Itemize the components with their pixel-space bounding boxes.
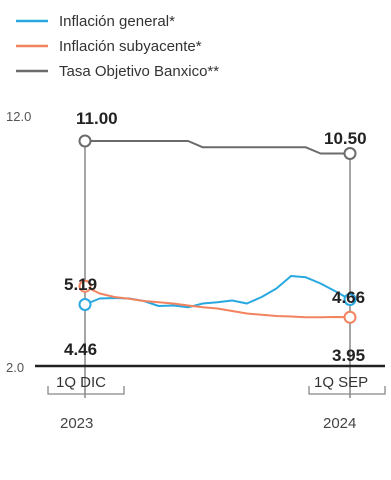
marker-general-end <box>343 293 357 306</box>
legend-item-general: Inflación general* <box>16 13 175 30</box>
series-line-banxico <box>85 140 350 155</box>
y-tick-bottom: 2.0 <box>6 360 24 375</box>
label-banxico-end: 10.50 <box>324 129 367 148</box>
legend-label-general: Inflación general* <box>59 13 175 30</box>
label-subyacente-start: 5.19 <box>64 275 97 294</box>
bracket-start: 1Q DIC <box>47 374 125 395</box>
label-general-start: 4.46 <box>64 340 97 359</box>
legend-label-subyacente: Inflación subyacente* <box>59 38 202 55</box>
label-banxico-start: 11.00 <box>76 109 118 128</box>
marker-layer <box>78 134 357 324</box>
marker-subyacente-start <box>78 279 92 293</box>
label-subyacente-end: 3.95 <box>332 346 365 365</box>
year-label-start: 2023 <box>60 415 93 432</box>
series-line-general <box>84 275 351 309</box>
x-label-end: 1Q SEP <box>314 374 368 391</box>
series-line-subyacente <box>84 285 351 319</box>
legend-item-banxico: Tasa Objetivo Banxico** <box>16 63 219 80</box>
year-label-end: 2024 <box>323 415 356 432</box>
marker-subyacente-end <box>343 310 357 324</box>
y-tick-top: 12.0 <box>6 109 31 124</box>
legend: Inflación general* Inflación subyacente*… <box>16 13 219 80</box>
marker-banxico-end <box>343 147 357 160</box>
x-label-start: 1Q DIC <box>56 374 106 391</box>
series-layer <box>84 140 351 319</box>
marker-general-start <box>78 298 92 311</box>
legend-item-subyacente: Inflación subyacente* <box>16 38 202 55</box>
bracket-end: 1Q SEP <box>308 374 386 395</box>
label-general-end: 4.66 <box>332 288 365 307</box>
marker-banxico-start <box>78 134 92 148</box>
legend-label-banxico: Tasa Objetivo Banxico** <box>59 63 219 80</box>
